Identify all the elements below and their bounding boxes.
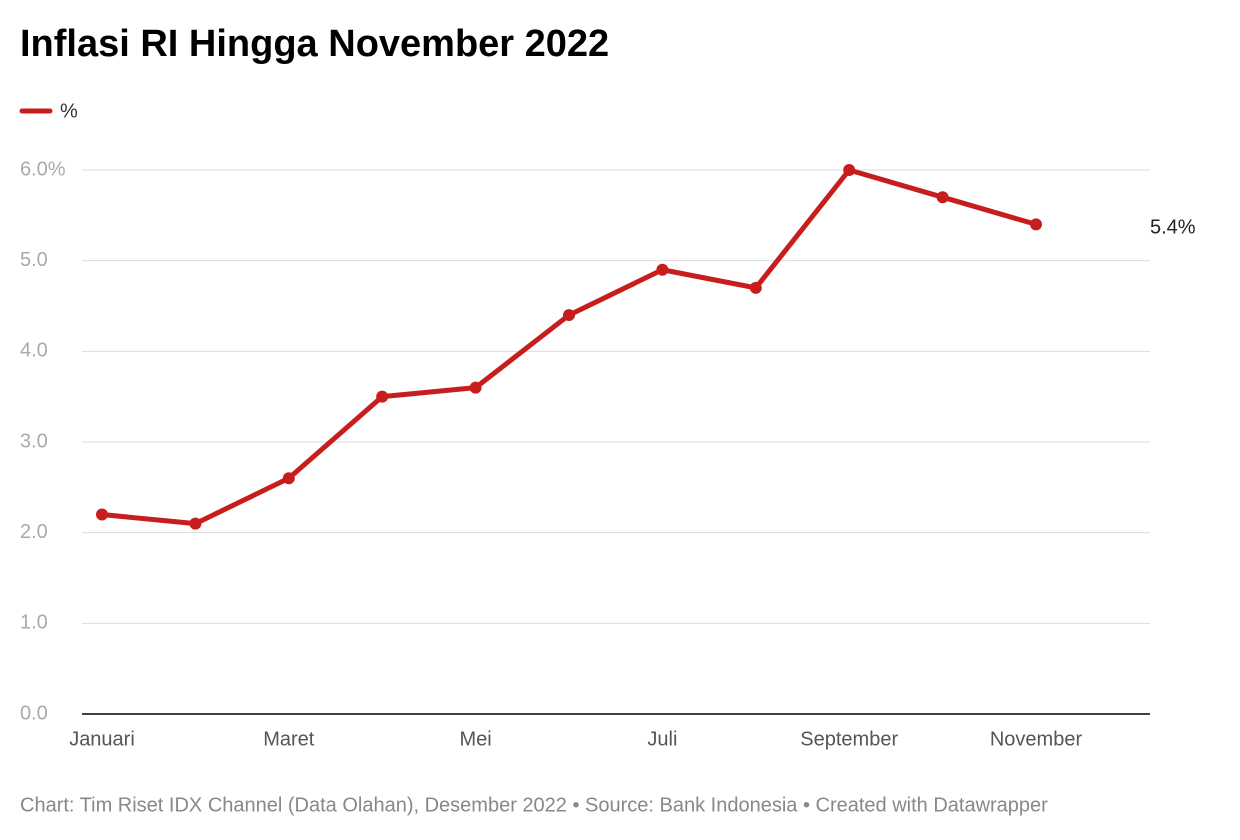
data-point <box>936 191 949 204</box>
data-point <box>563 309 575 322</box>
x-tick-label: November <box>990 728 1083 750</box>
data-point <box>96 508 108 521</box>
x-tick-label: Juli <box>647 728 677 750</box>
y-tick-label: 1.0 <box>20 612 48 634</box>
data-point <box>749 281 762 294</box>
data-point <box>656 263 669 276</box>
y-tick-label: 4.0 <box>20 340 48 362</box>
data-point <box>469 381 482 394</box>
data-point <box>282 472 295 485</box>
data-point <box>376 390 389 403</box>
y-tick-label: 0.0 <box>20 702 48 724</box>
y-tick-label: 2.0 <box>20 521 48 543</box>
legend-label: % <box>60 100 78 122</box>
data-point <box>843 164 856 176</box>
y-tick-label: 5.0 <box>20 249 48 271</box>
data-point <box>189 517 202 530</box>
data-line <box>101 167 1037 527</box>
data-point <box>1030 218 1042 231</box>
x-tick-label: Mei <box>459 728 491 750</box>
value-label: 5.4% <box>1150 217 1196 239</box>
x-tick-label: Januari <box>69 728 135 750</box>
y-tick-label: 3.0 <box>20 430 48 452</box>
y-tick-label: 6.0% <box>20 158 66 180</box>
source-note: Chart: Tim Riset IDX Channel (Data Olaha… <box>20 794 1048 816</box>
chart-title: Inflasi RI Hingga November 2022 <box>20 23 609 65</box>
x-tick-label: September <box>800 728 898 750</box>
x-tick-label: Maret <box>263 728 315 750</box>
